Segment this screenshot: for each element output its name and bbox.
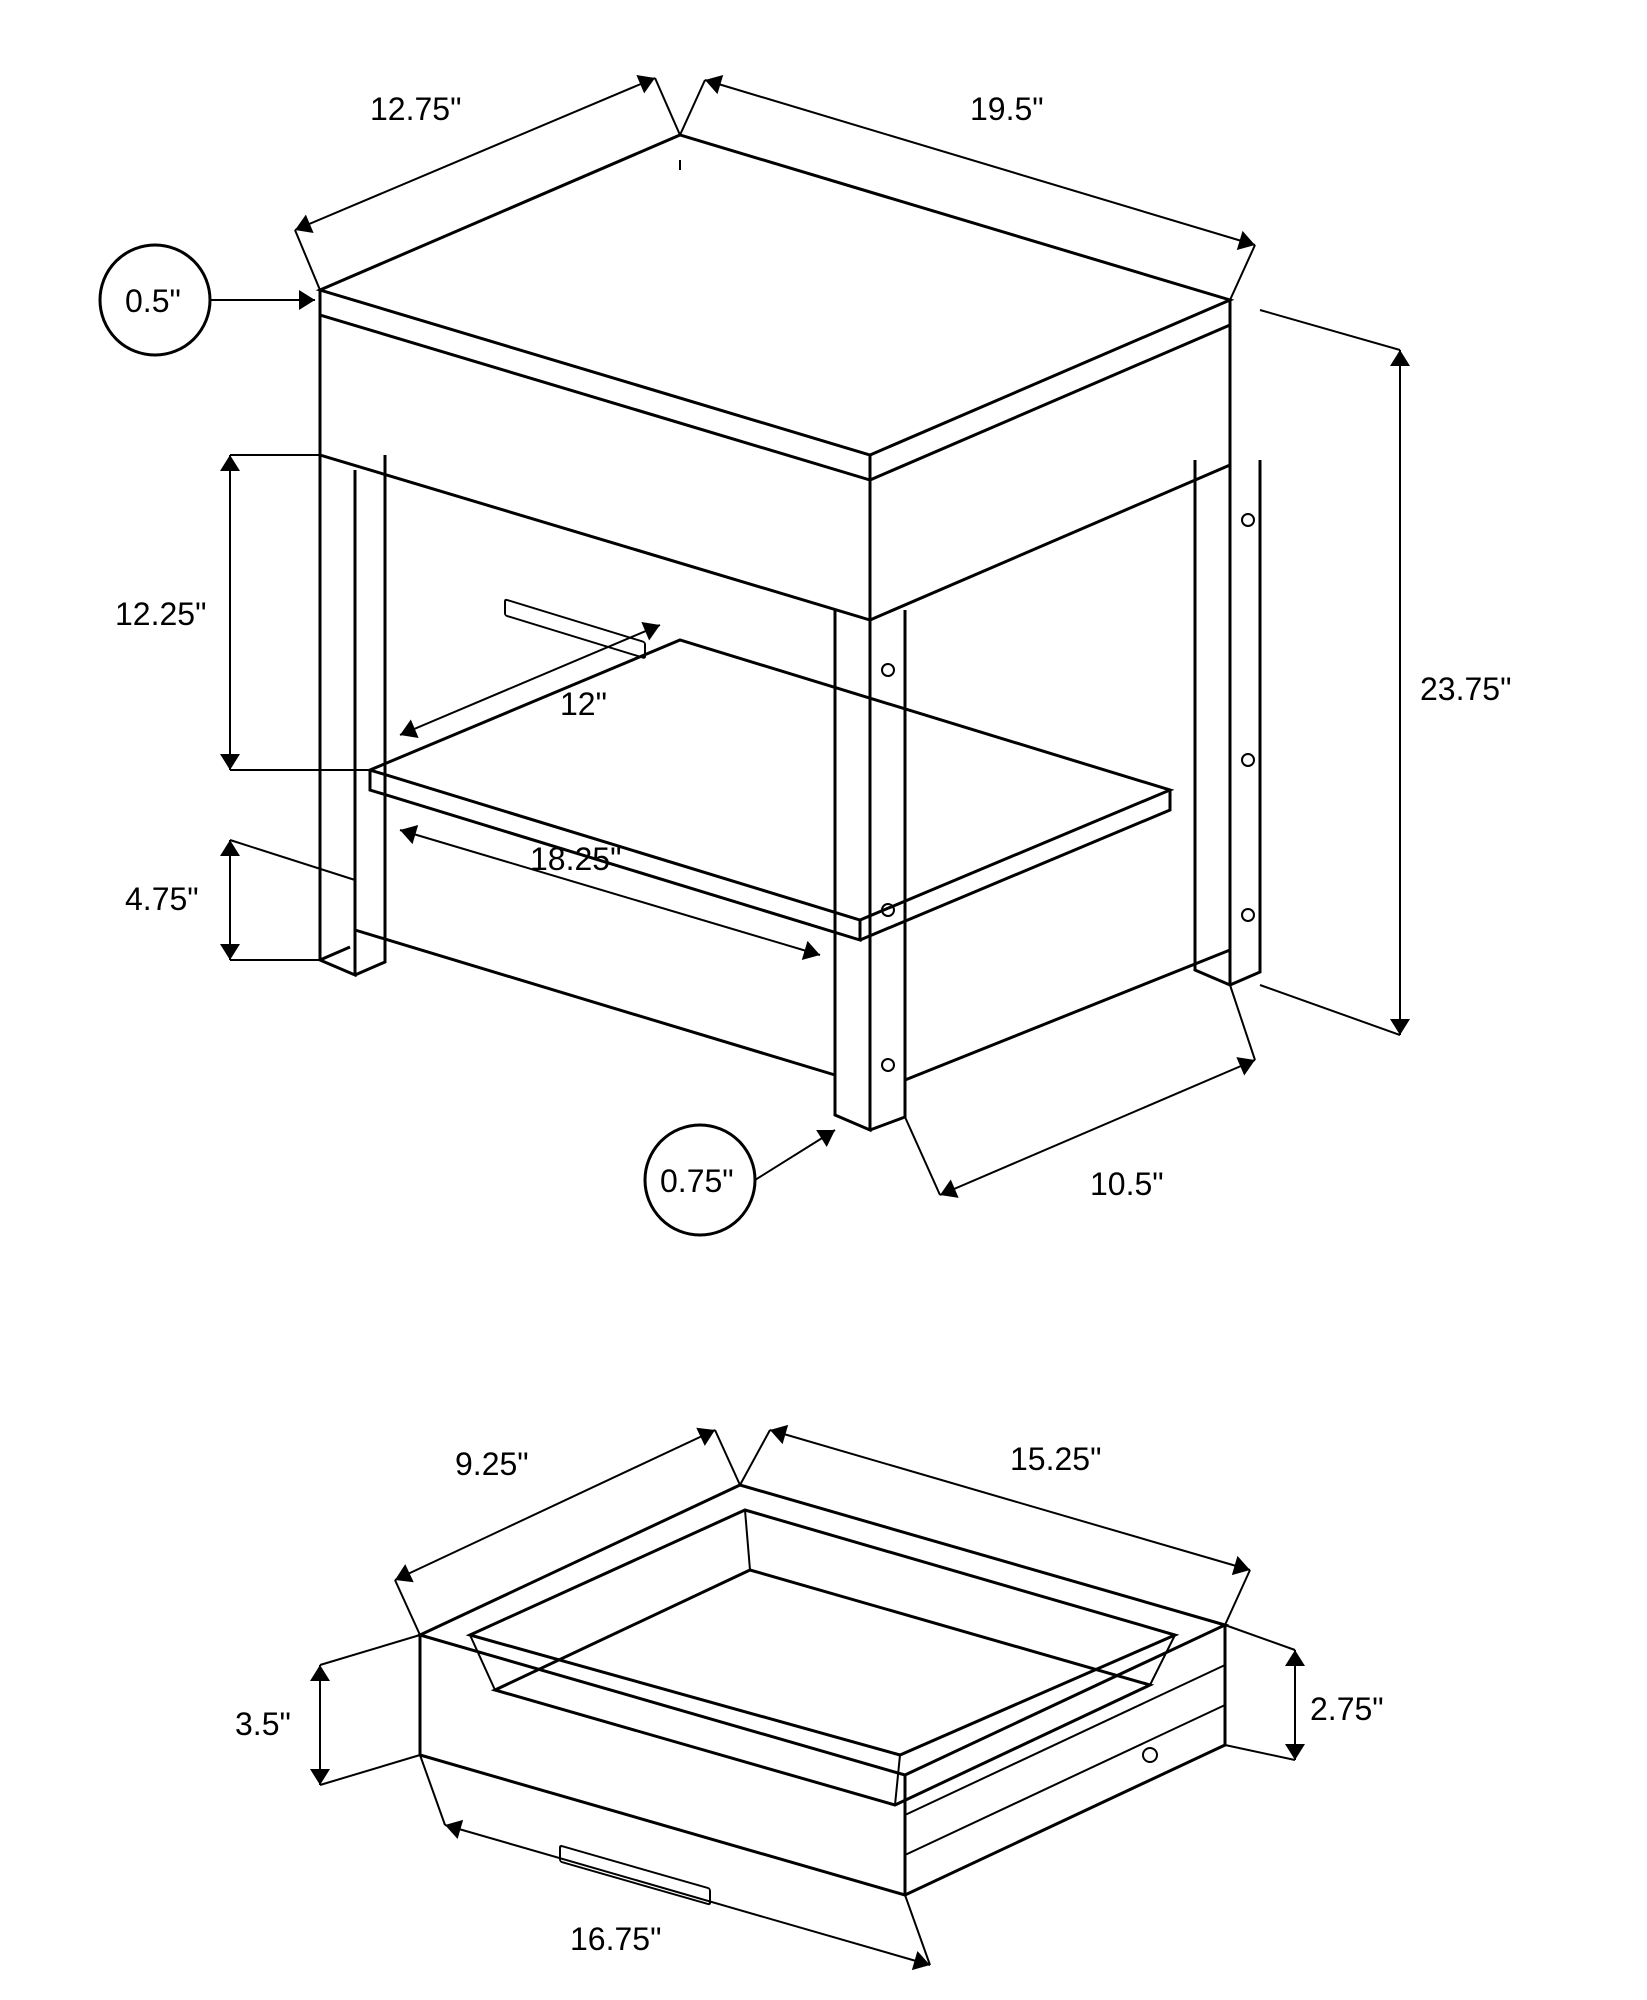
dim-top-depth: 12.75" (370, 91, 461, 127)
dim-overall-height: 23.75" (1420, 671, 1511, 707)
dim-drawer-outer-width: 16.75" (570, 1921, 661, 1957)
dim-shelf-depth: 12" (560, 686, 607, 722)
drawer-dimensions: 9.25" 15.25" 3.5" 2.75" 16.75" (235, 1430, 1384, 1965)
dim-top-width: 19.5" (970, 91, 1044, 127)
dim-shelf-width: 18.25" (530, 841, 621, 877)
dim-frame-thickness: 0.5" (125, 283, 181, 319)
dimension-drawing: 12.75" 19.5" 0.5" 12.25" 4.75" 12" 18.25… (0, 0, 1647, 2000)
dim-floor-clearance: 4.75" (125, 881, 199, 917)
dim-base-depth: 10.5" (1090, 1166, 1164, 1202)
dim-drawer-inner-height: 2.75" (1310, 1691, 1384, 1727)
table-dimensions: 12.75" 19.5" 0.5" 12.25" 4.75" 12" 18.25… (100, 78, 1511, 1235)
table-isometric (320, 135, 1260, 1130)
dim-gap-height: 12.25" (115, 596, 206, 632)
dim-drawer-inner-depth: 9.25" (455, 1446, 529, 1482)
dim-drawer-inner-width: 15.25" (1010, 1441, 1101, 1477)
drawer-isometric (420, 1485, 1225, 1905)
dim-leg-thickness: 0.75" (660, 1163, 734, 1199)
dim-drawer-outer-height: 3.5" (235, 1706, 291, 1742)
